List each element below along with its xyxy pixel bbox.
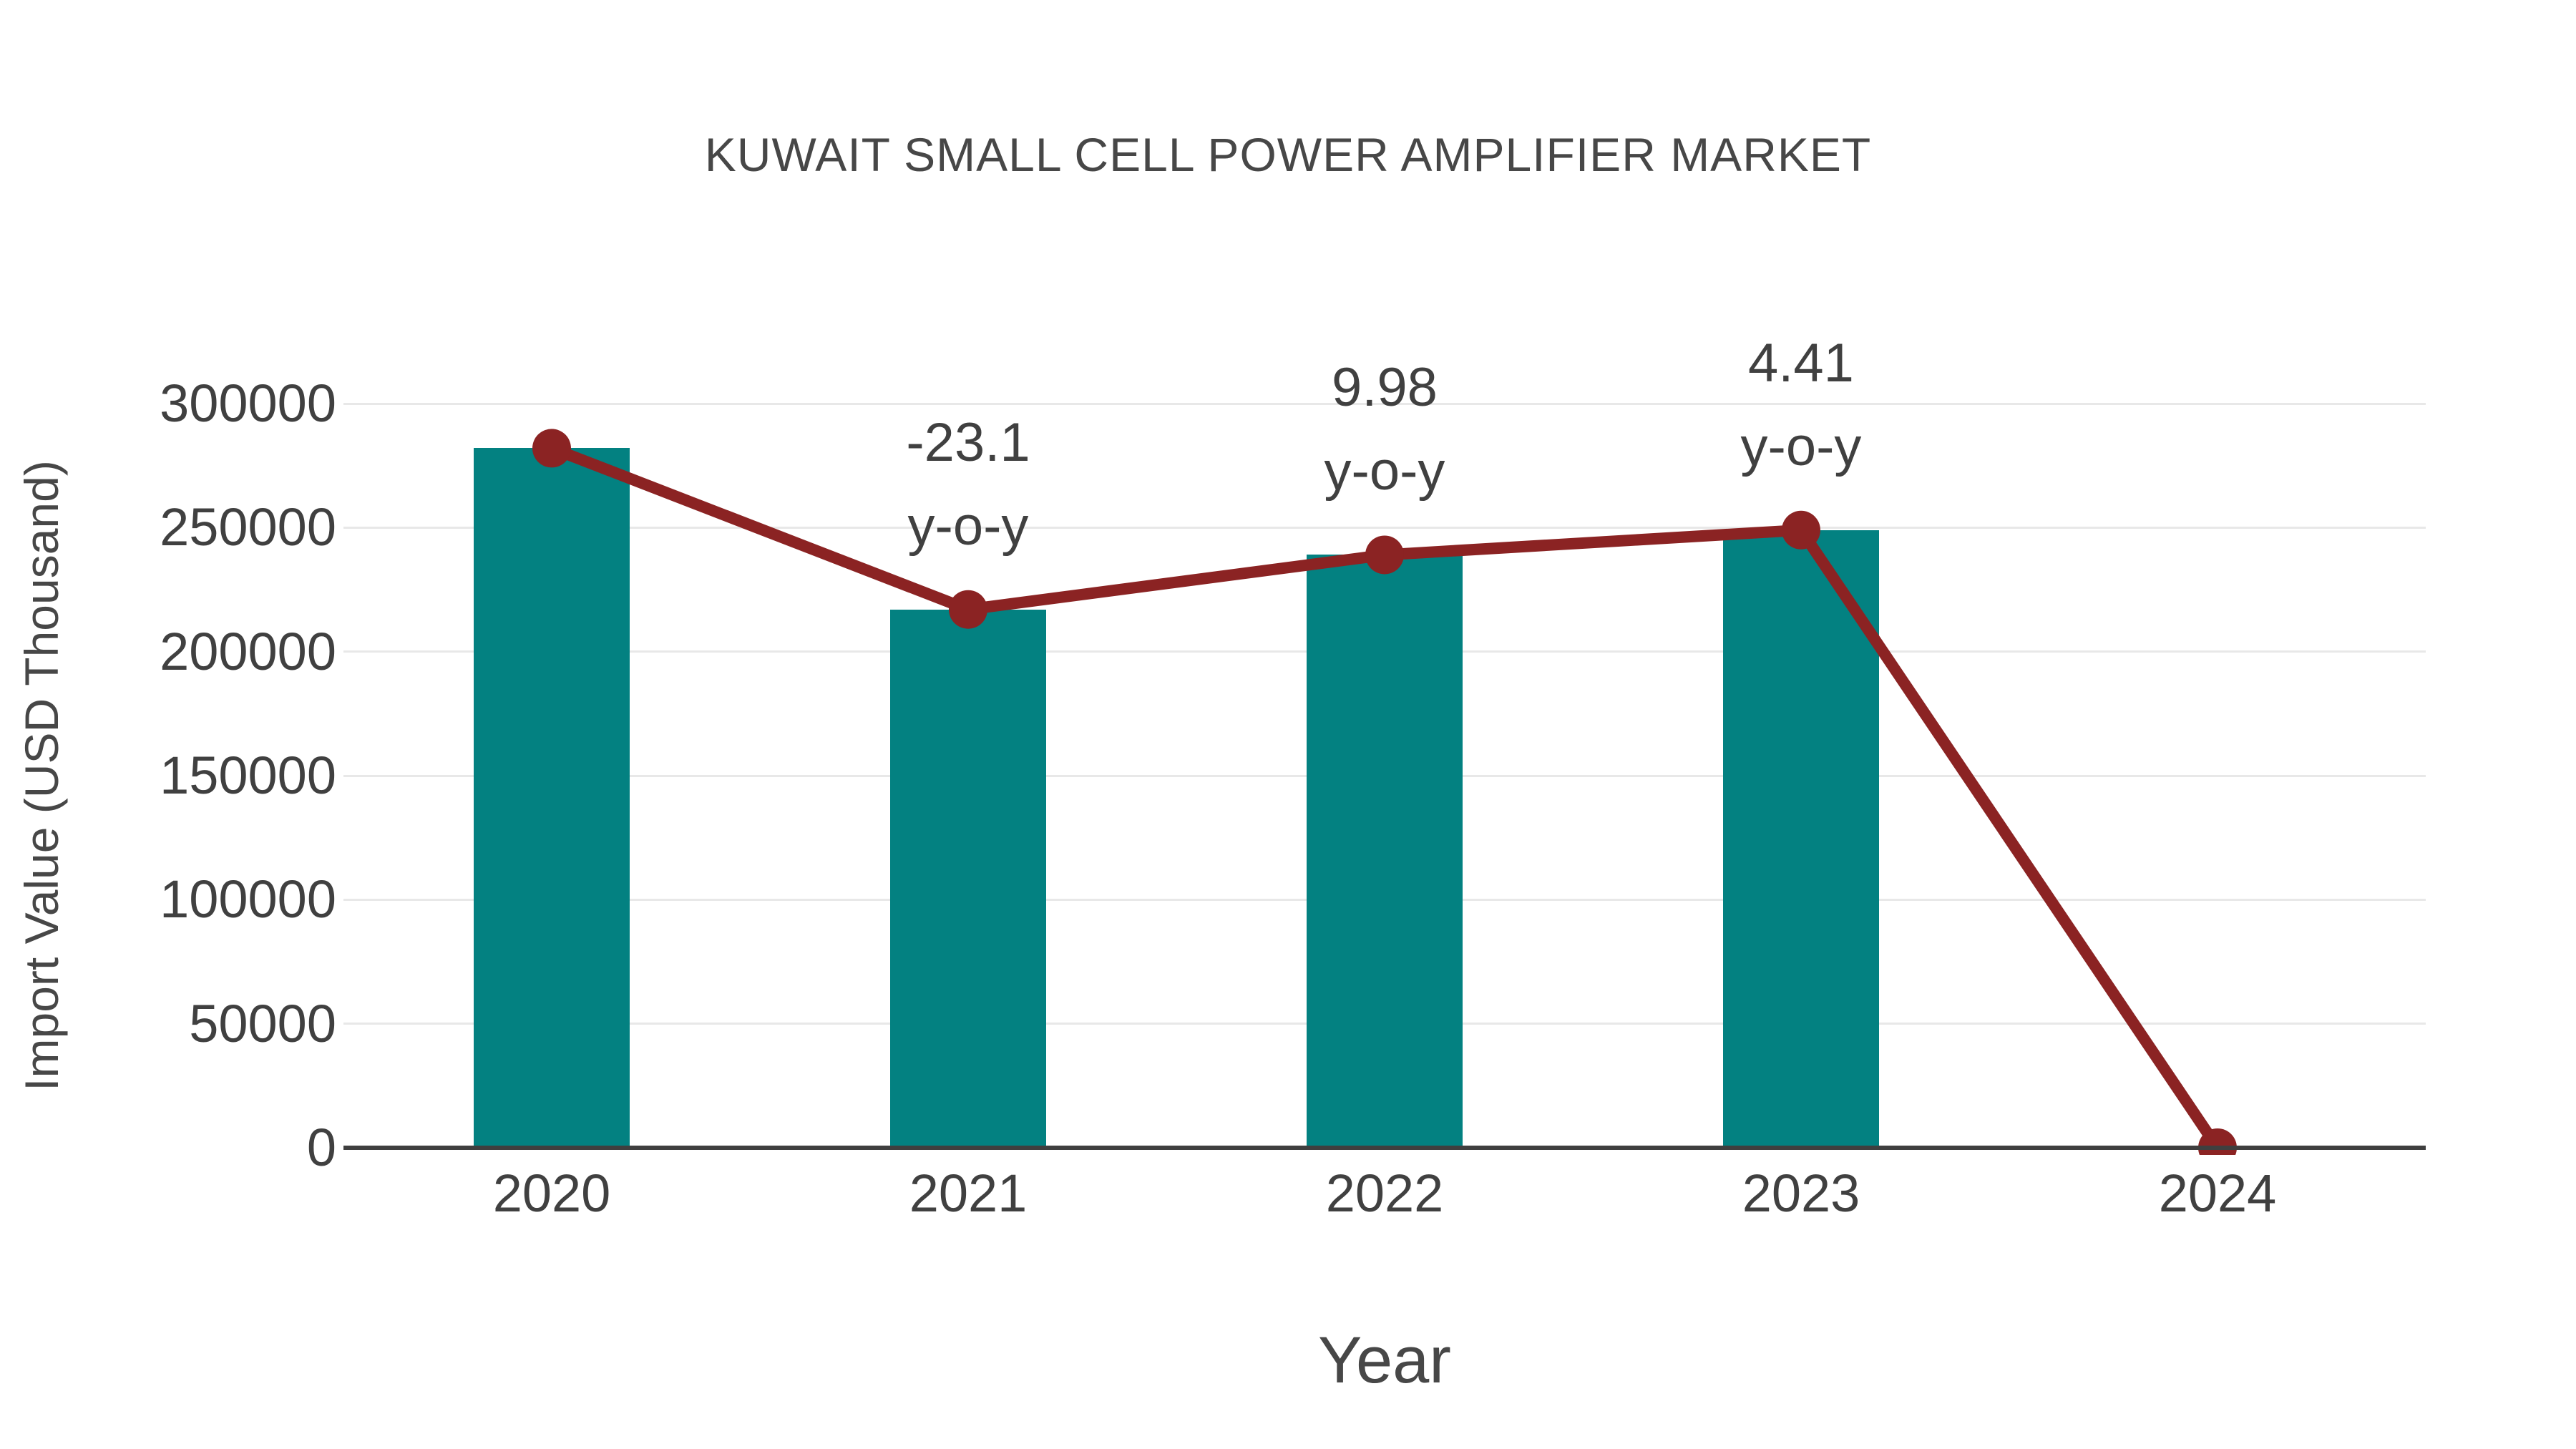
x-axis-title: Year — [1318, 1324, 1451, 1397]
data-point-2023 — [1782, 510, 1820, 550]
annotation-2023-value: 4.41 — [1748, 332, 1854, 394]
annotation-2021-value: -23.1 — [906, 411, 1030, 473]
y-tick-label-200000: 200000 — [160, 621, 336, 681]
x-tick-label-2021: 2021 — [909, 1163, 1028, 1223]
gridline-250000 — [343, 526, 2426, 529]
y-tick-label-300000: 300000 — [160, 374, 336, 433]
annotation-2022-value: 9.98 — [1332, 357, 1438, 419]
y-tick-label-100000: 100000 — [160, 869, 336, 930]
x-tick-label-2022: 2022 — [1325, 1163, 1444, 1223]
bar-2023 — [1723, 530, 1879, 1148]
x-axis-line — [343, 1146, 2426, 1150]
x-tick-label-2024: 2024 — [2158, 1163, 2277, 1223]
y-tick-label-250000: 250000 — [160, 497, 336, 557]
chart-title: KUWAIT SMALL CELL POWER AMPLIFIER MARKET — [704, 128, 1872, 181]
line-series-layer — [532, 429, 2237, 1155]
x-tick-label-2020: 2020 — [492, 1163, 611, 1223]
x-tick-label-2023: 2023 — [1742, 1163, 1860, 1223]
annotation-2022-suffix: y-o-y — [1324, 441, 1445, 502]
data-point-2021 — [949, 590, 987, 629]
y-tick-label-150000: 150000 — [160, 746, 336, 805]
gridline-300000 — [343, 402, 2426, 405]
y-tick-label-0: 0 — [306, 1118, 336, 1177]
y-tick-label-50000: 50000 — [189, 993, 336, 1053]
annotation-2021-suffix: y-o-y — [907, 495, 1029, 557]
data-point-2020 — [532, 429, 571, 468]
annotation-2023-suffix: y-o-y — [1740, 416, 1862, 477]
data-point-2022 — [1365, 535, 1404, 575]
bar-2022 — [1307, 555, 1463, 1148]
bar-2021 — [890, 609, 1046, 1148]
bar-2020 — [474, 448, 630, 1148]
